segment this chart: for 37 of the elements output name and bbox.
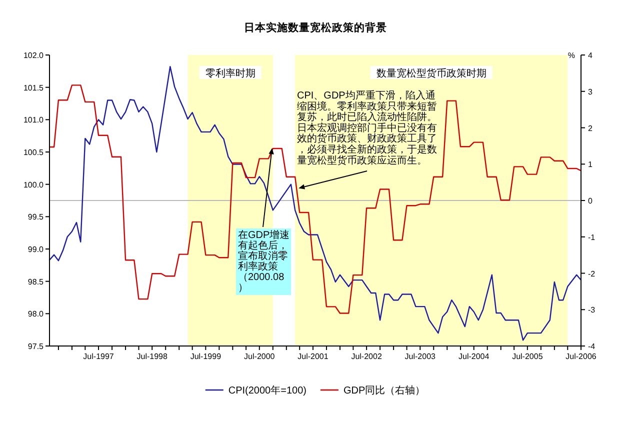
legend-label: CPI(2000年=100) bbox=[228, 384, 306, 396]
y-tick-label: 100.5 bbox=[23, 148, 44, 157]
y-tick-label: 99.0 bbox=[28, 245, 44, 254]
annotation: 在GDP增速有起色后，宣布取消零利率政策（2000.08） bbox=[236, 228, 291, 295]
x-tick-label: Jul-2001 bbox=[298, 352, 329, 361]
x-tick-label: Jul-1997 bbox=[83, 352, 114, 361]
y2-tick-label: -1 bbox=[588, 232, 596, 242]
legend-label: GDP同比（右轴） bbox=[343, 384, 426, 396]
x-tick-label: Jul-1999 bbox=[190, 352, 222, 361]
y-tick-label: 98.0 bbox=[28, 310, 44, 319]
y-tick-label: 102.0 bbox=[23, 51, 44, 60]
y-tick-label: 99.5 bbox=[28, 212, 44, 222]
x-tick-label: Jul-2003 bbox=[404, 352, 436, 361]
y2-tick-label: 0 bbox=[588, 196, 593, 206]
y-tick-label: 101.5 bbox=[23, 83, 44, 92]
y2-axis-title: % bbox=[568, 51, 575, 60]
x-tick-label: Jul-2006 bbox=[566, 352, 597, 361]
y-tick-label: 100.0 bbox=[23, 180, 44, 190]
y-tick-label: 97.5 bbox=[28, 342, 44, 351]
x-tick-label: Jul-2002 bbox=[351, 352, 382, 361]
x-tick-label: Jul-1998 bbox=[136, 352, 168, 361]
annotation: CPI、GDP均严重下滑，陷入通缩困境。零利率政策只带来短暂复苏，此时已陷入流动性陷阱。日本宏观调控部门手中已没有有效的货币政策、财政政策工具了，必须寻找全新的政策，于是数量宽松型货币政策应运而生。 bbox=[297, 90, 437, 166]
y2-tick-label: -3 bbox=[588, 306, 596, 315]
y-tick-label: 98.5 bbox=[28, 277, 44, 286]
y2-tick-label: 1 bbox=[588, 160, 593, 170]
x-tick-label: Jul-2000 bbox=[244, 352, 276, 361]
y2-tick-label: 3 bbox=[588, 87, 593, 96]
band-label: 数量宽松型货币政策时期 bbox=[376, 68, 486, 80]
y2-tick-label: 4 bbox=[588, 51, 593, 60]
x-tick-label: Jul-2005 bbox=[512, 352, 544, 361]
band-label: 零利率时期 bbox=[205, 68, 256, 80]
y2-tick-label: 2 bbox=[588, 124, 593, 133]
y2-tick-label: -2 bbox=[588, 269, 596, 278]
chart-title: 日本实施数量宽松政策的背景 bbox=[244, 21, 387, 34]
y-tick-label: 101.0 bbox=[23, 116, 44, 125]
y2-tick-label: -4 bbox=[588, 342, 596, 351]
x-tick-label: Jul-2004 bbox=[458, 352, 490, 361]
